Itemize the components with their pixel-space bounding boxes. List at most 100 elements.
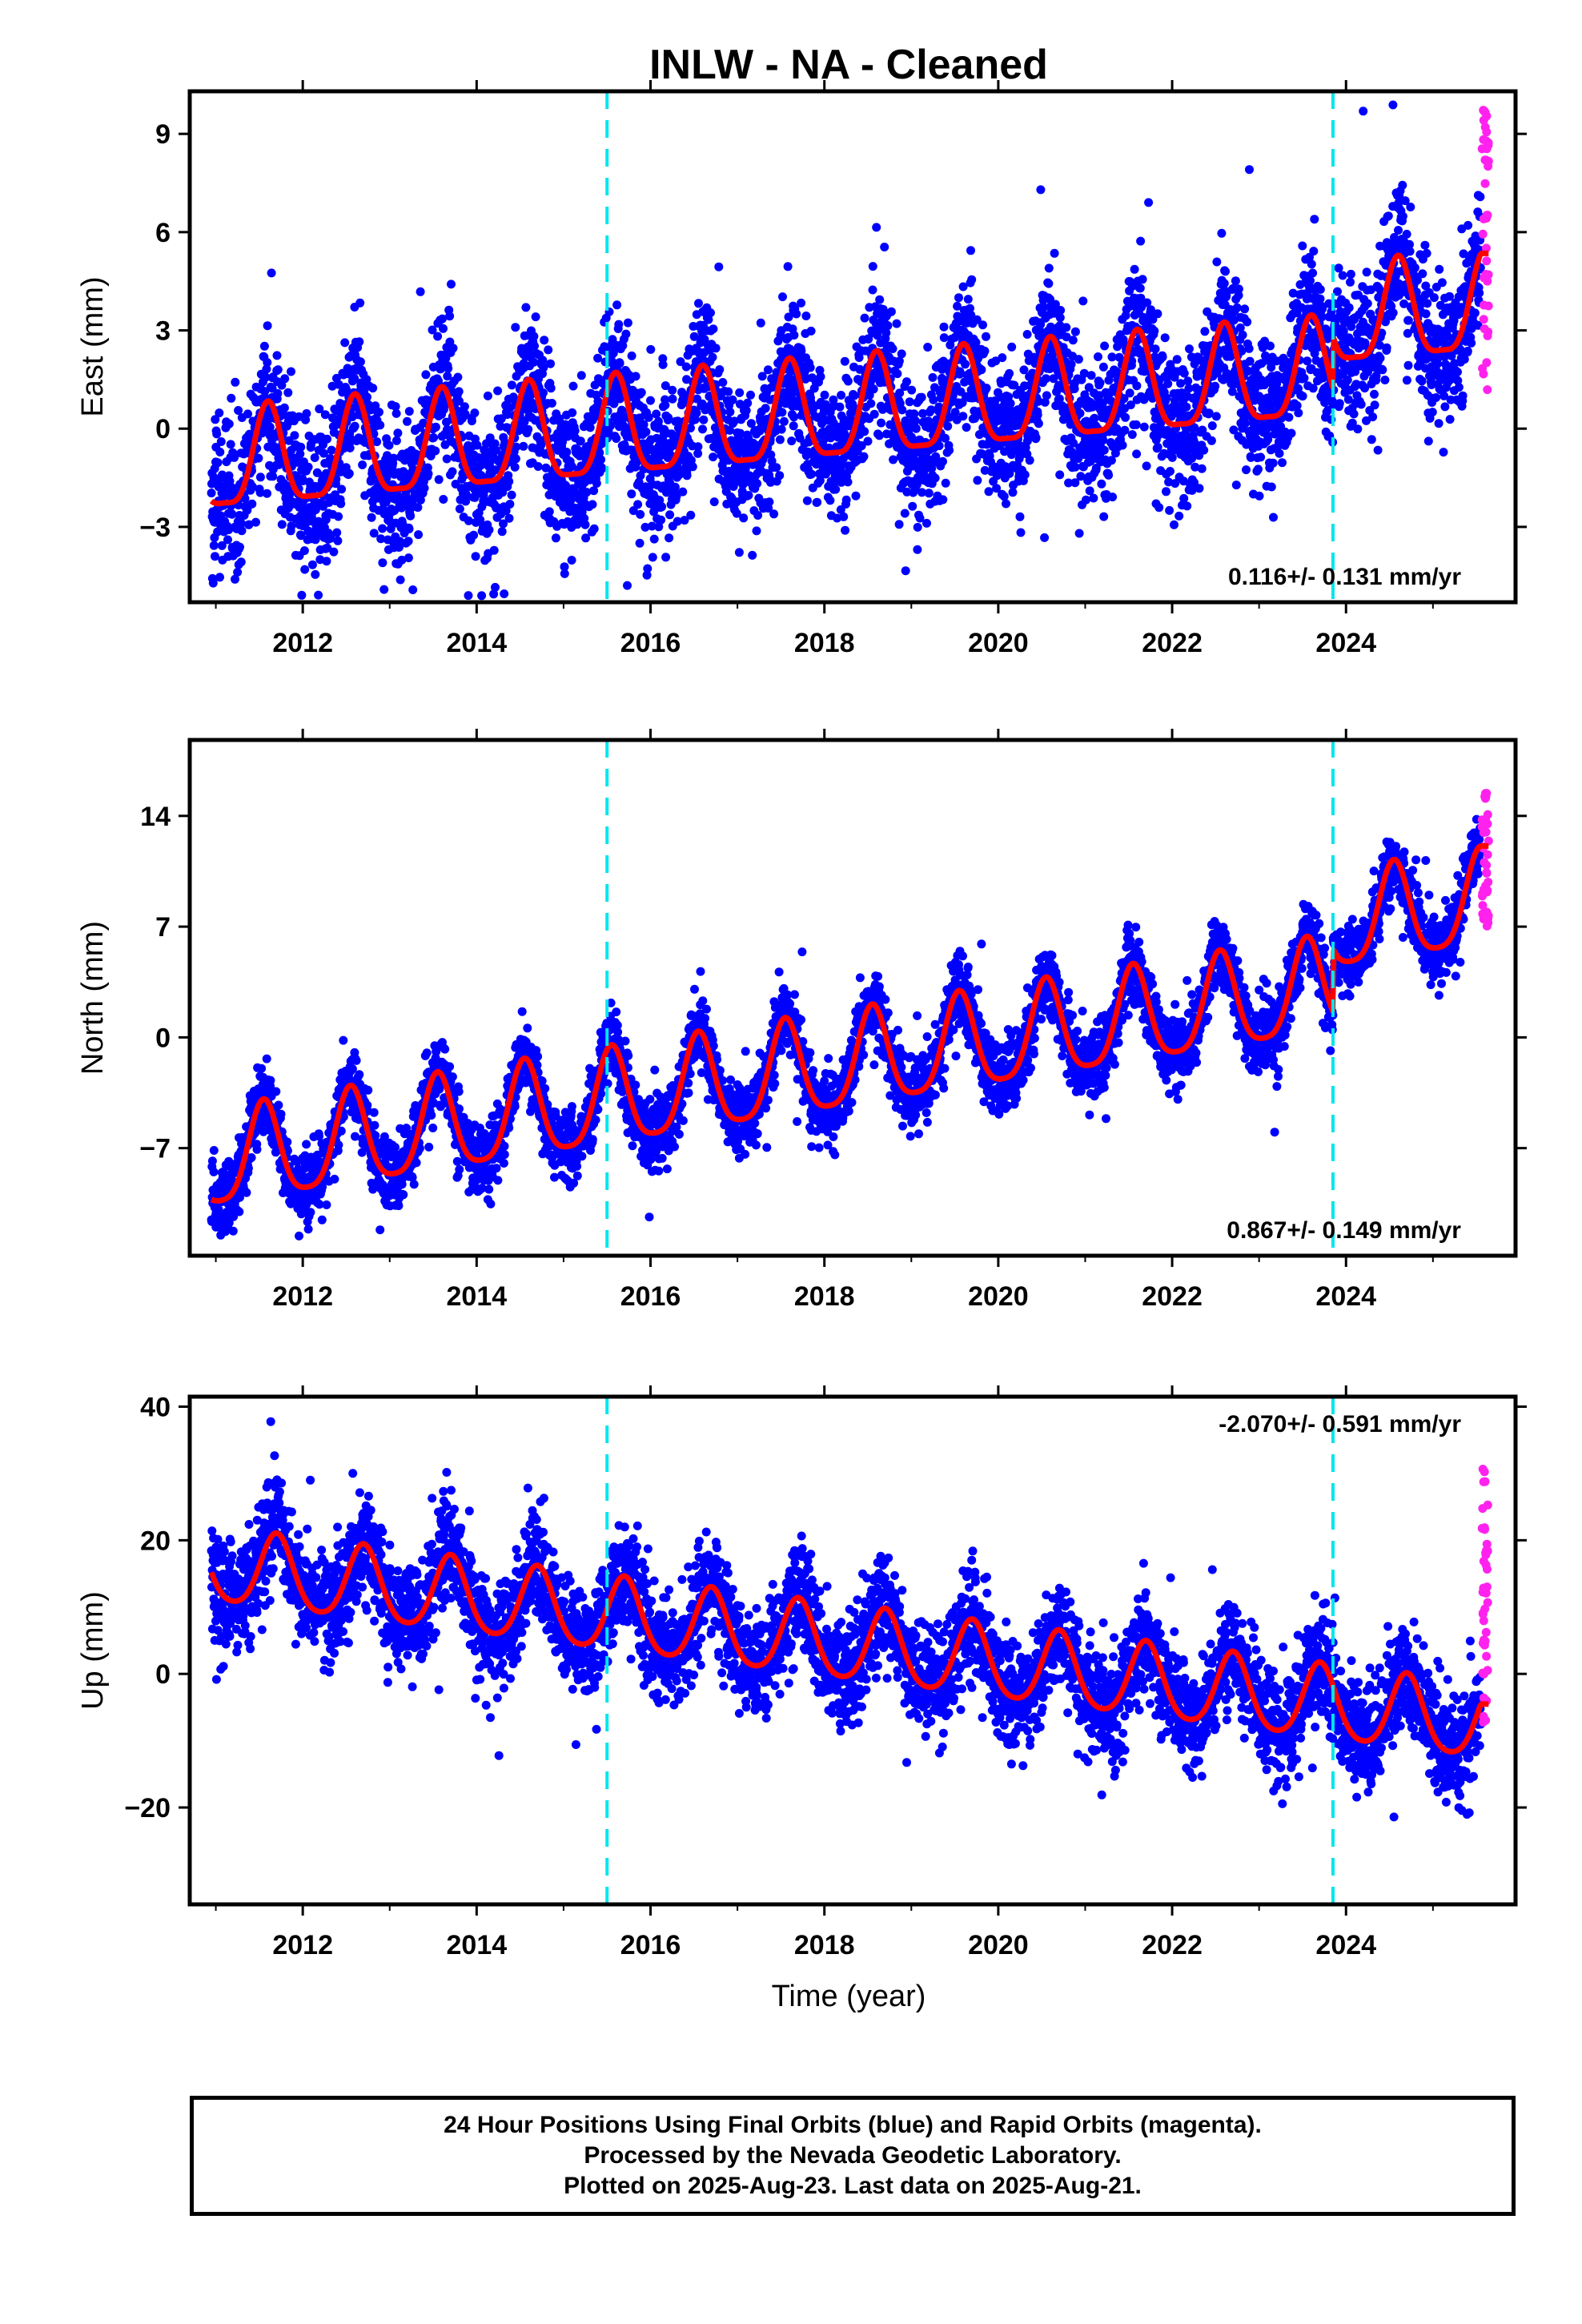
data-point bbox=[1422, 248, 1431, 258]
data-point bbox=[692, 408, 701, 418]
data-point bbox=[752, 526, 761, 536]
data-point bbox=[279, 403, 289, 412]
data-point bbox=[694, 299, 703, 308]
data-point bbox=[560, 562, 569, 572]
data-point bbox=[1434, 419, 1443, 428]
data-point bbox=[307, 560, 317, 569]
data-point bbox=[775, 435, 785, 444]
data-point bbox=[746, 419, 756, 428]
data-point bbox=[1275, 448, 1284, 458]
data-point bbox=[1398, 180, 1407, 190]
data-point bbox=[355, 298, 365, 308]
data-point bbox=[698, 424, 707, 434]
data-point bbox=[263, 321, 272, 331]
data-point bbox=[1338, 271, 1347, 280]
data-point bbox=[1135, 283, 1145, 293]
data-point bbox=[1363, 299, 1372, 308]
data-point bbox=[1034, 419, 1043, 428]
data-point bbox=[673, 416, 683, 426]
data-point bbox=[369, 529, 379, 538]
data-point bbox=[928, 372, 938, 382]
data-point bbox=[939, 322, 949, 332]
data-point bbox=[843, 477, 853, 487]
data-point bbox=[280, 374, 290, 384]
data-point bbox=[1150, 344, 1160, 354]
data-point bbox=[259, 341, 269, 351]
data-point bbox=[531, 312, 540, 322]
data-point bbox=[311, 535, 320, 545]
data-point bbox=[311, 569, 320, 579]
data-point bbox=[424, 469, 433, 478]
data-point bbox=[332, 528, 342, 537]
data-point bbox=[609, 399, 619, 408]
data-point bbox=[614, 320, 624, 329]
data-point bbox=[1108, 493, 1118, 502]
data-point bbox=[207, 489, 216, 498]
data-point bbox=[216, 437, 226, 446]
data-point bbox=[444, 364, 453, 373]
data-point bbox=[350, 421, 359, 431]
data-point bbox=[273, 388, 283, 398]
data-point bbox=[1167, 452, 1177, 462]
data-point bbox=[455, 505, 464, 513]
data-point bbox=[761, 404, 770, 413]
data-point bbox=[483, 391, 492, 400]
data-point bbox=[802, 496, 812, 505]
data-point bbox=[1370, 389, 1379, 399]
data-point bbox=[883, 321, 893, 331]
data-point bbox=[971, 338, 981, 348]
data-point bbox=[1195, 484, 1204, 493]
data-point bbox=[217, 541, 227, 550]
data-point bbox=[1055, 470, 1065, 480]
data-point bbox=[213, 458, 223, 468]
data-point bbox=[654, 416, 663, 426]
data-point bbox=[277, 380, 287, 390]
data-point bbox=[428, 325, 437, 335]
data-point bbox=[337, 485, 347, 494]
data-point bbox=[363, 392, 371, 402]
data-point bbox=[255, 488, 265, 497]
data-point bbox=[581, 533, 591, 543]
data-point bbox=[1346, 269, 1355, 279]
data-point bbox=[1423, 436, 1433, 446]
data-point bbox=[314, 590, 323, 600]
data-point bbox=[438, 314, 447, 324]
data-point bbox=[406, 511, 416, 521]
data-point bbox=[1163, 379, 1173, 388]
data-point bbox=[471, 552, 480, 561]
data-point bbox=[273, 365, 283, 375]
data-point bbox=[868, 262, 877, 271]
data-point bbox=[1100, 341, 1110, 351]
data-point bbox=[686, 510, 696, 520]
data-point bbox=[1427, 408, 1437, 417]
data-point bbox=[1082, 495, 1090, 505]
data-point bbox=[668, 385, 677, 395]
data-point bbox=[476, 515, 485, 525]
data-point bbox=[413, 503, 423, 513]
data-point bbox=[1445, 415, 1455, 424]
data-point bbox=[1335, 399, 1344, 408]
data-point bbox=[815, 476, 825, 485]
data-point bbox=[1310, 215, 1319, 224]
data-point bbox=[668, 394, 677, 404]
data-point bbox=[724, 387, 733, 396]
data-point bbox=[1154, 503, 1164, 513]
data-point bbox=[886, 307, 896, 316]
data-point bbox=[736, 429, 745, 439]
data-point bbox=[429, 433, 439, 442]
data-point bbox=[378, 558, 387, 568]
data-point bbox=[961, 360, 970, 369]
data-point bbox=[711, 344, 721, 353]
data-point bbox=[225, 476, 235, 486]
data-point bbox=[462, 490, 471, 500]
data-point bbox=[420, 484, 429, 493]
data-point bbox=[1403, 360, 1413, 370]
data-point bbox=[636, 509, 645, 519]
data-point bbox=[1238, 330, 1247, 340]
data-point bbox=[1166, 467, 1174, 476]
data-point bbox=[299, 546, 309, 556]
data-point bbox=[592, 479, 601, 488]
data-point bbox=[1074, 355, 1083, 364]
data-point bbox=[447, 279, 456, 289]
